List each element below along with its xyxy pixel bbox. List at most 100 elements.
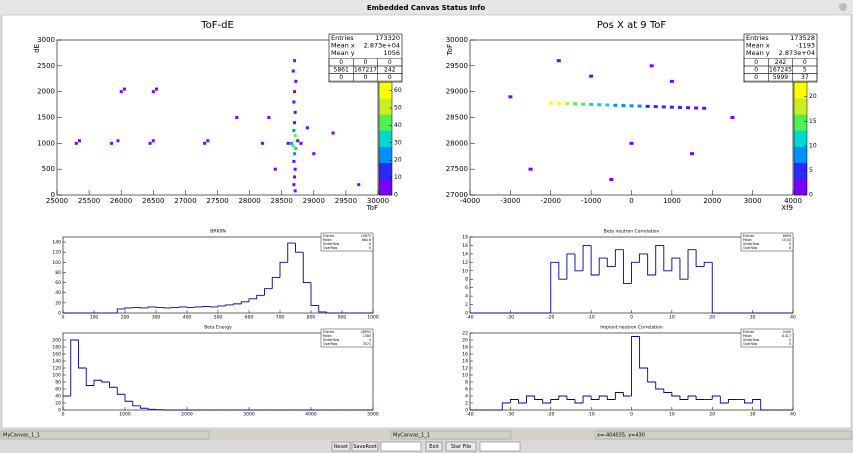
stats-cell-value: 37: [801, 74, 809, 81]
close-button[interactable]: [839, 3, 847, 11]
x-tick-label: 29500: [335, 197, 357, 205]
histogram-bin: [132, 401, 141, 407]
point: [294, 147, 298, 150]
y-tick-label: 1500: [37, 114, 55, 122]
histogram-bin: [647, 253, 656, 276]
point: [292, 159, 296, 163]
button-label[interactable]: Star File: [451, 444, 471, 450]
histogram-bin: [550, 399, 559, 403]
histogram-bin: [85, 368, 94, 386]
point: [293, 152, 297, 156]
chart-title: ToF-dE: [200, 20, 234, 31]
histogram-bin: [147, 306, 156, 308]
x-tick-label: 10: [669, 412, 675, 418]
x-tick-label: 5000: [367, 412, 379, 418]
histogram-bin: [116, 387, 125, 395]
x-tick-label: -10: [587, 412, 594, 418]
stats-cell-value: 0: [754, 74, 758, 81]
histogram-bin: [163, 307, 172, 309]
x-tick-label: 28000: [238, 197, 260, 205]
y-tick-label: 40: [55, 290, 61, 296]
histogram-bin: [752, 399, 761, 403]
x-tick-label: -20: [547, 412, 554, 418]
status-text: x=-404035, y=430: [597, 433, 645, 439]
palette-swatch: [794, 114, 807, 131]
stats-cell-value: 0: [339, 59, 343, 66]
x-tick-label: 100: [90, 315, 99, 321]
stats-label: Mean y: [746, 49, 770, 57]
y-tick-label: 16: [462, 243, 468, 249]
point: [286, 141, 290, 145]
histogram-bin: [310, 282, 319, 306]
histogram-bin: [695, 249, 705, 268]
histogram-bin: [679, 258, 689, 280]
histogram-bin: [124, 307, 133, 309]
text-input[interactable]: [380, 441, 422, 452]
y-tick-label: 6: [465, 387, 468, 393]
histogram-bin: [186, 306, 195, 308]
palette-tick-label: 60: [394, 87, 402, 94]
stats-value: 173320: [375, 34, 400, 42]
stats-value: 2445: [783, 330, 791, 334]
button[interactable]: [331, 441, 351, 452]
histogram-bin: [744, 399, 753, 404]
palette-swatch: [379, 162, 392, 180]
stats-value: 5: [789, 342, 791, 346]
point: [694, 106, 699, 110]
x-tick-label: 40: [790, 315, 796, 321]
x-tick-label: 26500: [142, 197, 164, 205]
palette-tick-label: 0: [809, 192, 813, 199]
y-tick-label: 29500: [446, 62, 468, 70]
histogram-bin: [295, 243, 304, 253]
button-label[interactable]: Exit: [429, 444, 439, 450]
y-tick-label: 60: [55, 387, 61, 393]
point: [148, 141, 152, 145]
x-tick-label: -20: [547, 315, 554, 321]
y-tick-label: 180: [52, 345, 61, 351]
histogram-bin: [109, 382, 118, 388]
stats-cell-value: 0: [388, 74, 392, 81]
point: [629, 141, 634, 145]
button[interactable]: [425, 441, 443, 452]
button-label[interactable]: Reset: [334, 444, 348, 450]
y-tick-label: 2000: [37, 88, 55, 96]
point: [556, 59, 561, 63]
x-tick-label: 29000: [303, 197, 325, 205]
histogram-bin: [225, 304, 234, 306]
palette-tick-label: 40: [394, 122, 402, 129]
palette-swatch: [794, 130, 807, 147]
y-tick-label: 0: [465, 408, 468, 414]
button-label[interactable]: SaveRoot: [353, 444, 377, 450]
y-tick-label: 0: [58, 311, 61, 317]
point: [649, 64, 654, 68]
histogram-bin: [574, 399, 584, 404]
button[interactable]: [351, 441, 379, 452]
histogram-bin: [194, 306, 203, 308]
text-input[interactable]: [479, 441, 521, 452]
title-bar: [0, 0, 853, 15]
x-tick-label: 300: [152, 315, 161, 321]
stats-label: Mean: [323, 334, 332, 338]
chart-title: Pos X at 9 ToF: [597, 20, 667, 31]
x-tick-label: 0: [630, 412, 633, 418]
palette-tick-label: 10: [809, 142, 817, 149]
button[interactable]: [445, 441, 477, 452]
point: [653, 105, 658, 109]
histogram-bin: [663, 245, 672, 272]
histogram-bin: [760, 399, 769, 411]
x-tick-label: -30: [507, 315, 514, 321]
palette-tick-label: 20: [809, 93, 817, 100]
y-tick-label: 16: [462, 352, 468, 358]
x-tick-label: 26000: [110, 197, 132, 205]
histogram-bin: [526, 395, 535, 403]
histogram-bin: [248, 298, 257, 302]
stats-cell-value: 0: [364, 59, 368, 66]
y-tick-label: 160: [52, 352, 61, 358]
status-text: MyCanvas_1_1: [393, 433, 430, 439]
point: [116, 139, 120, 143]
histogram-bin: [147, 408, 156, 410]
histogram-bin: [631, 261, 640, 284]
palette-tick-label: 5: [809, 167, 813, 174]
palette-swatch: [794, 162, 807, 180]
stats-label: Entries: [743, 234, 754, 238]
